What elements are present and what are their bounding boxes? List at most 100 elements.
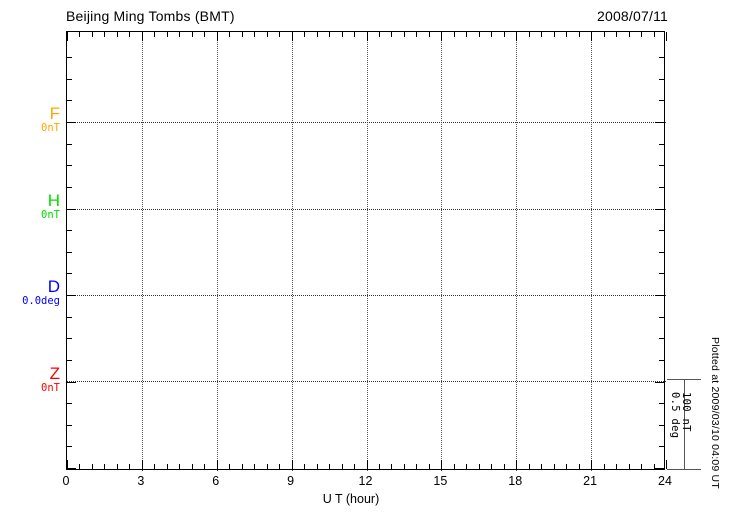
x-axis-tick <box>191 32 193 37</box>
x-axis-tick <box>616 464 618 469</box>
x-axis-tick <box>653 32 655 37</box>
x-tick-label: 15 <box>433 474 448 488</box>
x-axis-tick <box>141 460 143 469</box>
x-axis-tick <box>516 460 518 469</box>
x-axis-tick <box>229 464 231 469</box>
x-axis-tick <box>291 32 293 41</box>
y-axis-tick <box>659 359 664 361</box>
x-axis-tick <box>154 464 156 469</box>
component-z-baseline: 0nT <box>41 382 60 394</box>
x-axis-tick <box>528 32 530 37</box>
x-axis-tick <box>241 464 243 469</box>
x-axis-tick <box>204 464 206 469</box>
scale-bar-line <box>684 379 686 470</box>
x-axis-tick <box>279 464 281 469</box>
x-axis-tick <box>204 32 206 37</box>
x-axis-tick <box>591 32 593 41</box>
x-axis-tick <box>79 464 81 469</box>
component-d-baseline: 0.0deg <box>22 295 60 307</box>
y-axis-tick <box>67 186 72 188</box>
scale-bar-nt: 100 nT <box>680 392 692 432</box>
x-axis-tick <box>666 460 667 469</box>
grid-line-vertical <box>141 32 143 471</box>
x-axis-tick <box>553 464 555 469</box>
x-axis-tick <box>191 464 193 469</box>
x-axis-tick <box>428 32 430 37</box>
component-d-symbol: D <box>47 277 60 296</box>
y-axis-tick <box>655 208 664 210</box>
x-axis-tick <box>179 32 181 37</box>
x-axis-tick <box>541 32 543 37</box>
y-axis-tick <box>659 273 664 275</box>
x-axis-tick <box>416 32 418 37</box>
x-axis-tick <box>491 32 493 37</box>
y-axis-tick <box>655 381 664 383</box>
y-axis-tick <box>659 403 664 405</box>
scale-bar-bottom-cap <box>667 469 701 471</box>
x-axis-tick <box>566 464 568 469</box>
x-axis-tick <box>129 464 131 469</box>
x-tick-label: 24 <box>658 474 672 488</box>
y-axis-tick <box>67 78 72 80</box>
x-axis-tick <box>366 32 368 41</box>
component-label-h: H 0nT <box>14 192 60 222</box>
x-axis-tick <box>116 464 118 469</box>
x-axis-tick <box>341 32 343 37</box>
x-axis-tick <box>279 32 281 37</box>
x-axis-tick <box>403 32 405 37</box>
x-axis-tick <box>241 32 243 37</box>
y-axis-tick <box>659 165 664 167</box>
y-axis-tick <box>659 186 664 188</box>
x-tick-label: 6 <box>212 474 220 488</box>
x-axis-tick <box>528 464 530 469</box>
x-axis-tick <box>491 464 493 469</box>
plotted-at-timestamp: Plotted at 2009/03/10 04:09 UT <box>709 337 721 489</box>
x-axis-tick <box>179 464 181 469</box>
x-tick-label: 3 <box>137 474 145 488</box>
grid-line-vertical <box>366 32 368 471</box>
x-axis-tick <box>503 464 505 469</box>
x-axis-tick <box>104 32 106 37</box>
component-label-z: Z 0nT <box>14 365 60 395</box>
y-axis-tick <box>659 57 664 59</box>
x-axis-tick <box>304 464 306 469</box>
y-axis-tick <box>67 316 72 318</box>
y-axis-tick <box>659 338 664 340</box>
y-axis-tick <box>67 230 72 232</box>
x-axis-tick <box>578 464 580 469</box>
y-axis-tick <box>655 468 664 469</box>
x-axis-tick <box>304 32 306 37</box>
y-axis-tick <box>659 230 664 232</box>
x-axis-tick <box>329 464 331 469</box>
x-axis-tick <box>79 32 81 37</box>
x-axis-tick <box>316 32 318 37</box>
x-axis-tick <box>166 32 168 37</box>
x-tick-label: 21 <box>583 474 598 488</box>
y-axis-tick <box>67 122 76 123</box>
x-axis-tick <box>366 460 368 469</box>
y-axis-tick <box>67 295 76 296</box>
y-axis-tick <box>67 403 72 405</box>
y-axis-tick <box>659 251 664 253</box>
y-axis-tick <box>655 295 664 296</box>
x-axis-tick <box>216 460 218 469</box>
component-z-symbol: Z <box>49 364 60 383</box>
x-tick-label: 12 <box>358 474 373 488</box>
x-axis-tick <box>91 464 93 469</box>
x-axis-tick <box>566 32 568 37</box>
x-axis-tick <box>603 464 605 469</box>
plot-frame <box>66 31 667 471</box>
y-axis-tick <box>67 381 76 383</box>
y-axis-tick <box>67 468 76 469</box>
x-axis-tick <box>453 464 455 469</box>
x-axis-tick <box>516 32 518 41</box>
grid-line-vertical <box>216 32 218 471</box>
y-axis-tick <box>67 338 72 340</box>
page-title: Beijing Ming Tombs (BMT) <box>66 8 235 24</box>
baseline-d <box>67 295 666 296</box>
x-axis-tick <box>154 32 156 37</box>
x-axis-tick <box>254 32 256 37</box>
scale-bar-deg: 0.5 deg <box>669 392 681 439</box>
y-axis-tick <box>67 424 72 426</box>
